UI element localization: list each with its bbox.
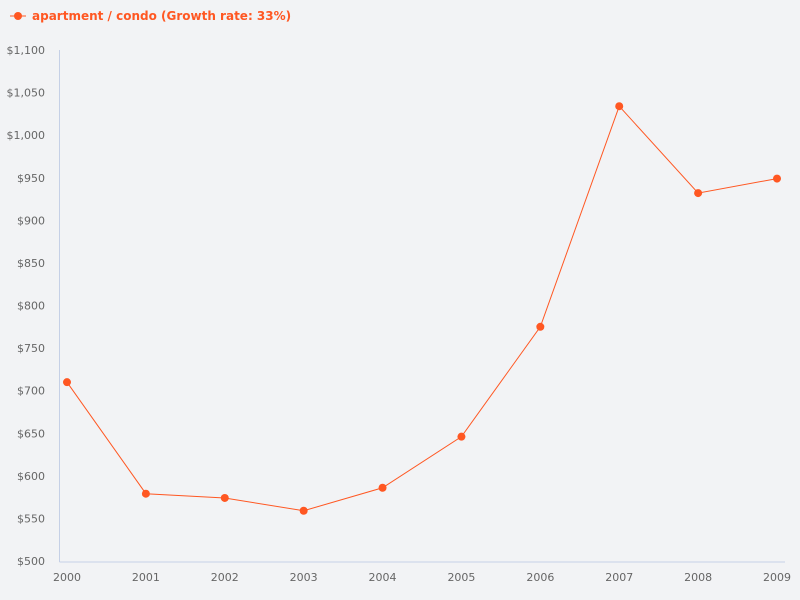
y-tick-label: $800 [17,300,45,313]
x-tick-label: 2009 [763,571,791,584]
y-tick-label: $650 [17,427,45,440]
x-tick-label: 2002 [211,571,239,584]
x-tick-label: 2008 [684,571,712,584]
legend-marker-icon [10,12,26,20]
legend-label: apartment / condo (Growth rate: 33%) [32,9,292,23]
y-tick-label: $600 [17,470,45,483]
series-line [66,105,778,512]
data-point[interactable] [220,493,229,502]
y-tick-label: $500 [17,555,45,568]
x-tick-label: 2006 [526,571,554,584]
x-tick-label: 2003 [290,571,318,584]
x-tick-label: 2000 [53,571,81,584]
x-tick-label: 2007 [605,571,633,584]
data-point[interactable] [141,489,150,498]
data-point[interactable] [457,432,466,441]
x-tick-label: 2005 [447,571,475,584]
y-tick-label: $1,000 [7,129,46,142]
data-point[interactable] [378,483,387,492]
y-tick-label: $1,100 [7,44,46,57]
y-tick-label: $950 [17,172,45,185]
data-point[interactable] [63,378,71,387]
y-tick-label: $550 [17,512,45,525]
data-point[interactable] [773,174,781,183]
data-point[interactable] [299,506,308,515]
y-tick-label: $750 [17,342,45,355]
x-tick-label: 2001 [132,571,160,584]
data-point[interactable] [615,102,624,111]
x-tick-label: 2004 [369,571,397,584]
y-tick-label: $900 [17,214,45,227]
y-tick-label: $850 [17,257,45,270]
y-tick-label: $700 [17,385,45,398]
data-point[interactable] [694,189,703,198]
data-point[interactable] [536,322,545,331]
legend[interactable]: apartment / condo (Growth rate: 33%) [10,9,291,23]
y-tick-label: $1,050 [7,87,46,100]
